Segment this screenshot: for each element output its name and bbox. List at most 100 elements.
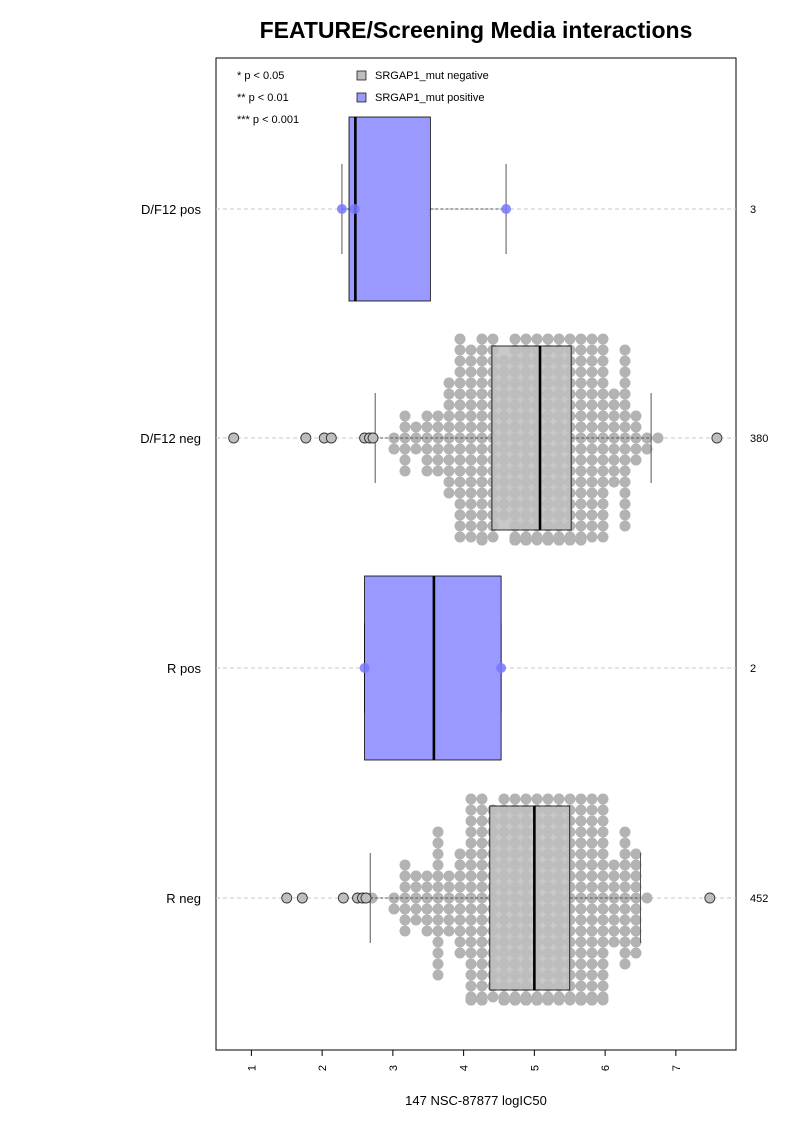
beeswarm-point-3-383 (586, 848, 598, 860)
beeswarm-point-1-72 (476, 443, 488, 455)
beeswarm-point-1-294 (575, 476, 587, 488)
beeswarm-point-3-374 (575, 994, 587, 1006)
beeswarm-point-3-88 (476, 815, 488, 827)
beeswarm-point-1-46 (454, 366, 466, 378)
beeswarm-point-1-78 (476, 476, 488, 488)
outlier-1-7 (711, 432, 723, 444)
beeswarm-point-1-73 (476, 421, 488, 433)
beeswarm-point-1-369 (619, 355, 631, 367)
beeswarm-point-1-16 (421, 465, 433, 477)
beeswarm-point-1-303 (575, 344, 587, 356)
beeswarm-point-1-111 (487, 333, 499, 345)
beeswarm-point-3-377 (586, 881, 598, 893)
beeswarm-point-3-343 (575, 903, 587, 915)
beeswarm-point-1-367 (619, 366, 631, 378)
outlier-1-6 (367, 432, 379, 444)
beeswarm-point-1-227 (542, 333, 554, 345)
group-label-1: D/F12 neg (140, 431, 201, 446)
beeswarm-point-1-82 (476, 498, 488, 510)
beeswarm-point-1-335 (597, 388, 609, 400)
beeswarm-point-3-86 (476, 826, 488, 838)
beeswarm-point-1-50 (454, 344, 466, 356)
beeswarm-point-3-84 (476, 837, 488, 849)
beeswarm-point-3-76 (476, 881, 488, 893)
beeswarm-point-3-379 (586, 870, 598, 882)
beeswarm-point-3-28 (432, 936, 444, 948)
beeswarm-point-3-248 (531, 793, 543, 805)
beeswarm-point-3-29 (432, 848, 444, 860)
outlier-3-0 (281, 892, 293, 904)
beeswarm-point-1-20 (432, 454, 444, 466)
beeswarm-point-3-406 (597, 859, 609, 871)
beeswarm-point-1-35 (454, 443, 466, 455)
beeswarm-point-3-451 (641, 892, 653, 904)
beeswarm-point-1-319 (586, 498, 598, 510)
beeswarm-point-3-381 (586, 859, 598, 871)
x-tick-label-2: 3 (388, 1065, 400, 1071)
beeswarm-point-3-436 (619, 848, 631, 860)
beeswarm-point-3-353 (575, 958, 587, 970)
beeswarm-point-1-207 (531, 333, 543, 345)
group-count-3: 452 (750, 893, 768, 905)
beeswarm-point-1-321 (586, 509, 598, 521)
beeswarm-point-3-229 (520, 994, 532, 1006)
beeswarm-point-1-290 (575, 454, 587, 466)
beeswarm-point-3-65 (465, 815, 477, 827)
beeswarm-point-3-413 (597, 969, 609, 981)
point-0-1 (349, 204, 360, 214)
beeswarm-point-1-7 (399, 465, 411, 477)
legend-swatch-positive (356, 92, 367, 103)
beeswarm-point-1-255 (553, 333, 565, 345)
beeswarm-point-1-33 (443, 377, 455, 389)
beeswarm-point-3-400 (597, 892, 609, 904)
beeswarm-point-3-425 (608, 925, 620, 937)
beeswarm-point-1-75 (476, 410, 488, 422)
beeswarm-point-3-443 (630, 881, 642, 893)
beeswarm-point-3-3 (399, 892, 411, 904)
beeswarm-point-1-317 (586, 487, 598, 499)
beeswarm-point-1-354 (608, 388, 620, 400)
beeswarm-point-1-337 (597, 377, 609, 389)
beeswarm-point-3-354 (575, 826, 587, 838)
beeswarm-point-3-6 (399, 914, 411, 926)
x-axis: 1 2 3 4 5 6 7 (246, 1049, 683, 1071)
beeswarm-point-1-374 (630, 421, 642, 433)
beeswarm-point-1-236 (542, 534, 554, 546)
beeswarm-point-1-326 (586, 333, 598, 345)
beeswarm-point-3-5 (399, 881, 411, 893)
point-0-2 (501, 204, 512, 214)
point-2-0 (359, 663, 370, 673)
beeswarm-point-3-56 (465, 925, 477, 937)
beeswarm-point-1-85 (476, 355, 488, 367)
beeswarm-point-1-66 (465, 509, 477, 521)
beeswarm-point-3-356 (575, 815, 587, 827)
beeswarm-point-3-16 (421, 903, 433, 915)
beeswarm-point-1-358 (619, 454, 631, 466)
beeswarm-point-1-74 (476, 454, 488, 466)
beeswarm-point-3-32 (432, 958, 444, 970)
beeswarm-point-3-9 (399, 859, 411, 871)
beeswarm-point-3-393 (586, 793, 598, 805)
beeswarm-point-3-421 (608, 903, 620, 915)
beeswarm-point-1-359 (619, 410, 631, 422)
beeswarm-point-1-349 (608, 454, 620, 466)
beeswarm-point-1-333 (597, 399, 609, 411)
beeswarm-point-3-48 (454, 936, 466, 948)
beeswarm-point-1-52 (454, 333, 466, 345)
significance-legend: * p < 0.05 ** p < 0.01 *** p < 0.001 (237, 70, 299, 126)
beeswarm-point-3-415 (597, 980, 609, 992)
beeswarm-point-1-318 (586, 377, 598, 389)
beeswarm-point-1-30 (443, 476, 455, 488)
x-tick-label-5: 6 (600, 1065, 612, 1071)
beeswarm-point-1-65 (465, 366, 477, 378)
beeswarm-point-3-24 (432, 914, 444, 926)
beeswarm-point-1-32 (443, 487, 455, 499)
beeswarm-point-3-101 (476, 994, 488, 1006)
beeswarm-point-1-357 (619, 421, 631, 433)
beeswarm-point-3-424 (608, 870, 620, 882)
beeswarm-point-3-11 (410, 903, 422, 915)
beeswarm-point-3-422 (608, 881, 620, 893)
beeswarm-point-1-286 (564, 534, 576, 546)
beeswarm-point-1-176 (520, 333, 532, 345)
